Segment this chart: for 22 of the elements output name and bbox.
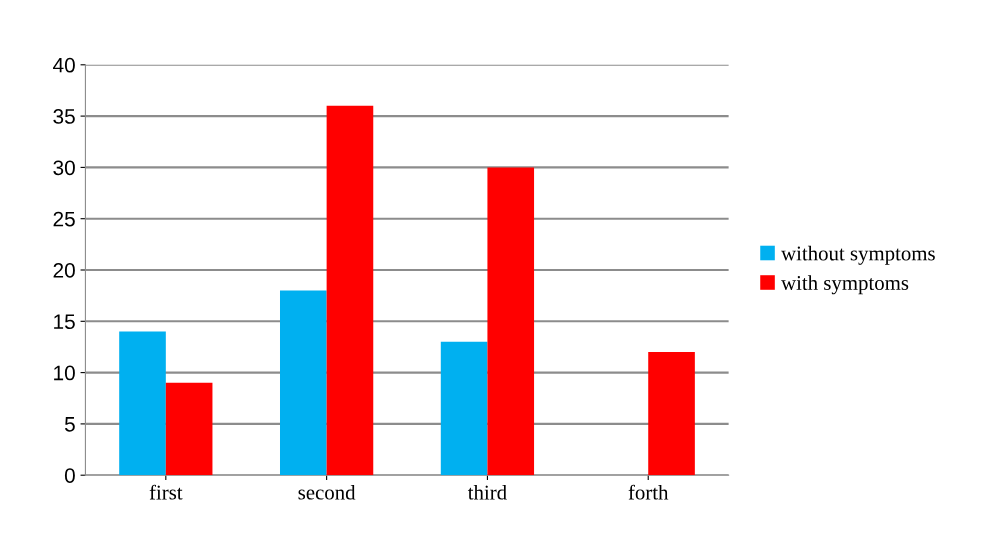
x-tick-label: first xyxy=(149,484,183,500)
y-tick-label: 25 xyxy=(53,211,75,227)
y-tick-label: 15 xyxy=(54,314,75,330)
bar xyxy=(165,382,213,476)
bar xyxy=(279,290,327,476)
bar xyxy=(119,331,166,476)
y-tick-label: 30 xyxy=(53,160,75,176)
legend-label: with symptoms xyxy=(781,275,909,295)
y-tick-label: 35 xyxy=(53,109,75,124)
legend-label: without symptoms xyxy=(781,245,935,265)
y-tick-label: 10 xyxy=(54,365,75,381)
y-tick-label: 40 xyxy=(53,57,75,73)
x-tick-label: third xyxy=(467,484,507,500)
bar xyxy=(440,341,488,476)
bar xyxy=(326,105,374,476)
bar xyxy=(648,352,695,476)
bar xyxy=(487,167,535,476)
y-tick-label: 5 xyxy=(64,417,75,432)
y-tick-label: 20 xyxy=(53,263,75,278)
x-tick-label: second xyxy=(298,484,356,500)
x-tick-label: forth xyxy=(628,484,669,500)
y-tick-label: 0 xyxy=(64,468,75,483)
